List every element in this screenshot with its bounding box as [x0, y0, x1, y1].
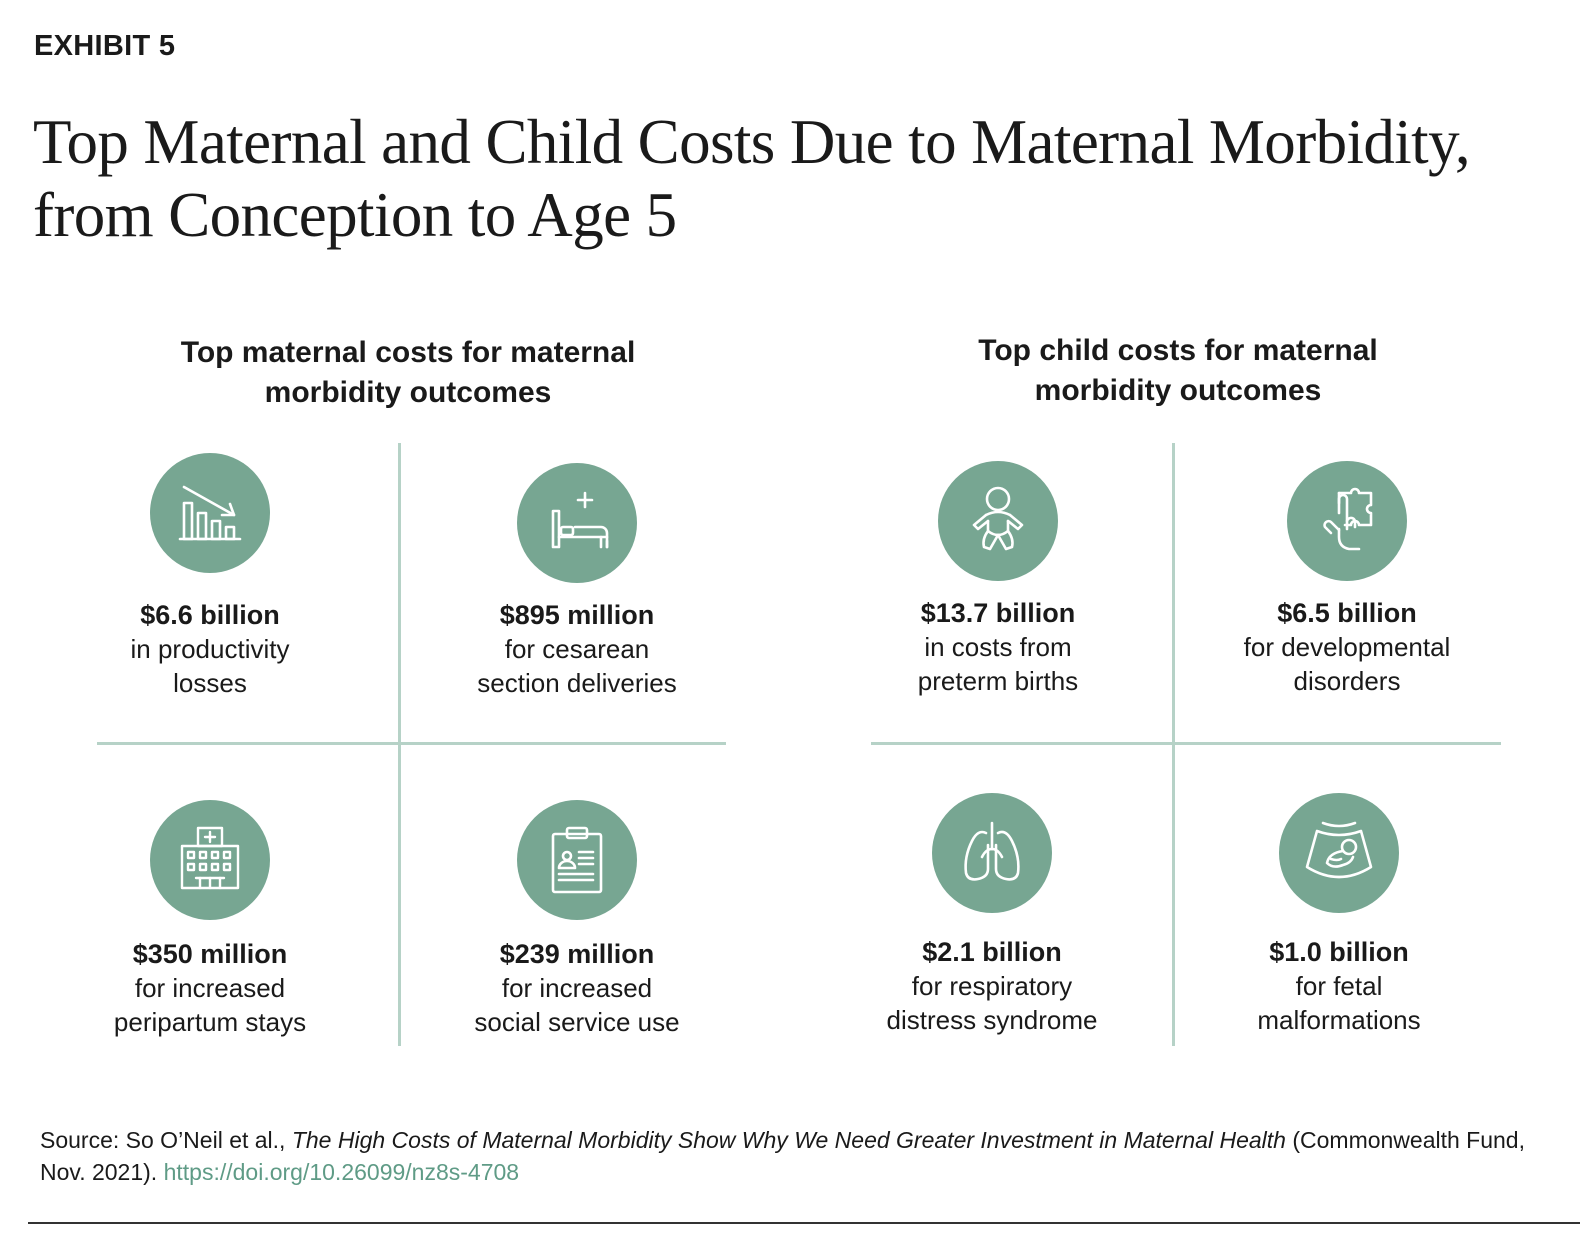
doi-link[interactable]: https://doi.org/10.26099/nz8s-4708 — [163, 1159, 520, 1185]
child-cost-item: $1.0 billion for fetal malformations — [1179, 935, 1499, 1037]
clipboard-record-icon — [517, 800, 637, 920]
cost-description-line: for increased — [134, 973, 286, 1003]
declining-bar-chart-icon — [150, 453, 270, 573]
ultrasound-fetus-icon — [1279, 793, 1399, 913]
maternal-cost-item: $895 million for cesarean section delive… — [417, 598, 737, 700]
maternal-heading-line-2: morbidity outcomes — [264, 376, 552, 409]
cost-description-line: section deliveries — [477, 668, 677, 698]
child-heading-line-1: Top child costs for maternal — [978, 334, 1378, 367]
cost-description-line: preterm births — [917, 666, 1079, 696]
baby-icon — [938, 461, 1058, 581]
page-title: Top Maternal and Child Costs Due to Mate… — [33, 106, 1553, 252]
cost-description-line: distress syndrome — [886, 1005, 1098, 1035]
bottom-divider — [28, 1222, 1580, 1224]
cost-amount: $6.5 billion — [1277, 598, 1417, 628]
maternal-cost-item: $6.6 billion in productivity losses — [50, 598, 370, 700]
cost-amount: $13.7 billion — [920, 598, 1076, 628]
hospital-bed-icon — [517, 463, 637, 583]
child-section-heading: Top child costs for maternal morbidity o… — [870, 331, 1486, 411]
cost-description-line: social service use — [474, 1007, 680, 1037]
child-heading-line-2: morbidity outcomes — [1034, 374, 1322, 407]
child-cost-item: $2.1 billion for respiratory distress sy… — [832, 935, 1152, 1037]
title-line-2: from Conception to Age 5 — [33, 180, 677, 250]
cost-description-line: in costs from — [924, 632, 1072, 662]
child-cost-item: $6.5 billion for developmental disorders — [1187, 596, 1507, 698]
child-cost-item: $13.7 billion in costs from preterm birt… — [838, 596, 1158, 698]
cost-description-line: malformations — [1257, 1005, 1421, 1035]
cost-amount: $350 million — [132, 939, 288, 969]
cost-description-line: disorders — [1293, 666, 1401, 696]
maternal-horizontal-divider — [97, 742, 726, 745]
maternal-cost-item: $350 million for increased peripartum st… — [50, 937, 370, 1039]
child-horizontal-divider — [871, 742, 1501, 745]
cost-amount: $6.6 billion — [140, 600, 280, 630]
cost-description-line: for increased — [501, 973, 653, 1003]
puzzle-hand-icon — [1287, 461, 1407, 581]
cost-amount: $239 million — [499, 939, 655, 969]
cost-description-line: for cesarean — [504, 634, 650, 664]
cost-description-line: for fetal — [1295, 971, 1383, 1001]
cost-amount: $1.0 billion — [1269, 937, 1409, 967]
maternal-cost-item: $239 million for increased social servic… — [417, 937, 737, 1039]
cost-description-line: for respiratory — [911, 971, 1073, 1001]
cost-amount: $2.1 billion — [922, 937, 1062, 967]
maternal-section-heading: Top maternal costs for maternal morbidit… — [100, 333, 716, 413]
source-suffix: (Commonwealth Fund, Nov. 2021). — [40, 1127, 1525, 1185]
cost-amount: $895 million — [499, 600, 655, 630]
source-citation: Source: So O’Neil et al., The High Costs… — [40, 1124, 1550, 1188]
cost-description-line: losses — [173, 668, 247, 698]
source-prefix: Source: So O’Neil et al., — [40, 1127, 292, 1153]
exhibit-label: EXHIBIT 5 — [34, 30, 176, 62]
cost-description-line: for developmental — [1243, 632, 1451, 662]
title-line-1: Top Maternal and Child Costs Due to Mate… — [33, 107, 1471, 177]
cost-description-line: in productivity — [130, 634, 290, 664]
cost-description-line: peripartum stays — [113, 1007, 307, 1037]
lungs-icon — [932, 793, 1052, 913]
hospital-building-icon — [150, 800, 270, 920]
maternal-heading-line-1: Top maternal costs for maternal — [180, 336, 636, 369]
source-publication-title: The High Costs of Maternal Morbidity Sho… — [291, 1127, 1286, 1153]
